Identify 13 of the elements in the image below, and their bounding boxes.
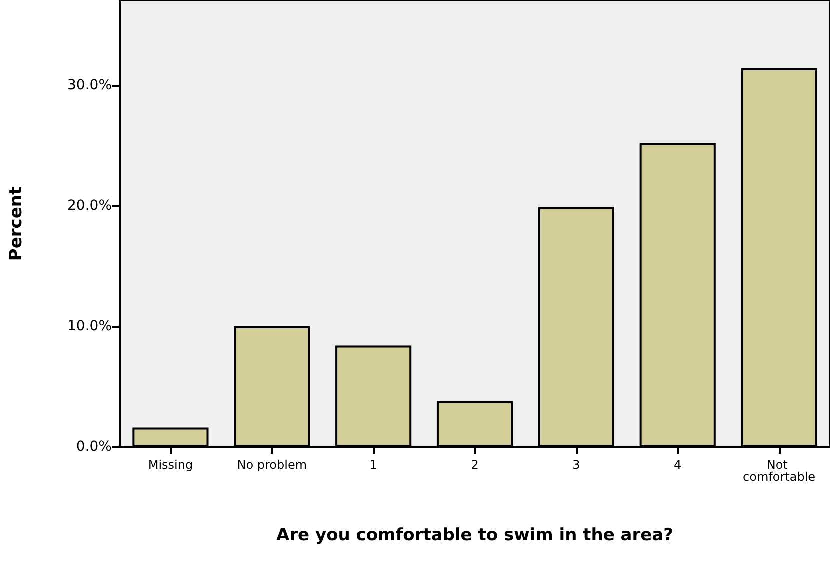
y-tick-label: 0.0% [76,439,112,455]
x-axis-title: Are you comfortable to swim in the area? [276,526,674,546]
x-tick-label: 4 [674,458,682,472]
y-tick-label: 20.0% [68,198,112,214]
x-tick-label: 1 [370,458,378,472]
x-tick-label: Not comfortable [743,458,816,484]
x-tick-label: 3 [572,458,580,472]
x-tick-label: Missing [148,458,194,472]
x-tick-label: 2 [471,458,479,472]
y-tick-label: 30.0% [68,77,112,94]
x-tick-label: No problem [237,458,308,472]
y-tick-label: 10.0% [68,318,112,334]
y-axis-title: Percent [6,186,26,262]
